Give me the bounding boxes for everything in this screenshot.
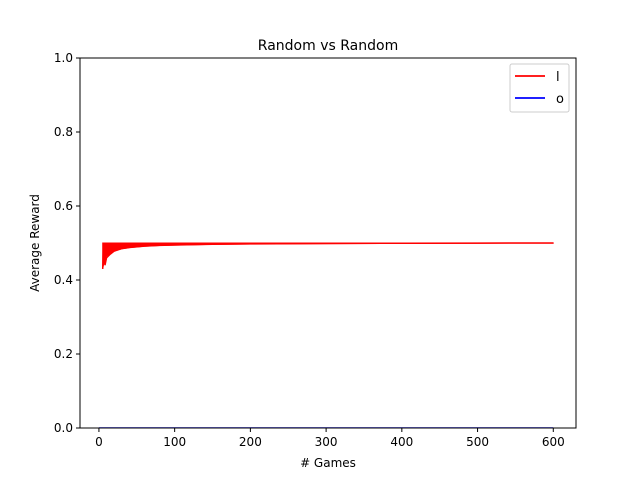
legend-label-1: o	[556, 92, 564, 107]
x-tick-label: 100	[163, 435, 186, 449]
x-tick-label: 200	[239, 435, 262, 449]
x-tick-label: 300	[315, 435, 338, 449]
y-tick-label: 0.4	[54, 273, 73, 287]
legend: lo	[509, 63, 570, 113]
legend-label-0: l	[556, 70, 560, 85]
y-tick-label: 0.2	[54, 347, 73, 361]
axes-frame	[79, 57, 577, 429]
plot-area	[98, 242, 554, 428]
x-tick-label: 400	[390, 435, 413, 449]
x-tick-label: 600	[542, 435, 565, 449]
y-tick-label: 0.6	[54, 199, 73, 213]
y-tick-label: 0.8	[54, 125, 73, 139]
x-axis: 0 100 200 300 400 500 600	[95, 428, 565, 449]
y-tick-label: 0.0	[54, 421, 73, 435]
x-tick-label: 0	[95, 435, 103, 449]
y-axis-label: Average Reward	[28, 194, 42, 292]
chart-title: Random vs Random	[258, 38, 398, 54]
x-tick-label: 500	[466, 435, 489, 449]
y-tick-label: 1.0	[54, 51, 73, 65]
y-axis: 0.0 0.2 0.4 0.6 0.8 1.0	[54, 51, 80, 435]
series-0-line	[101, 242, 554, 269]
x-axis-label: # Games	[300, 456, 356, 470]
